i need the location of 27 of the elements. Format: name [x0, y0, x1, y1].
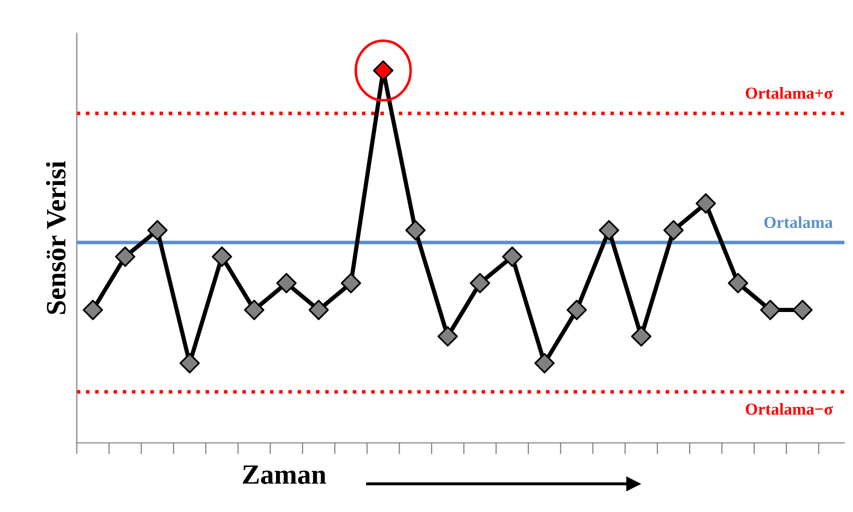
point [534, 353, 555, 374]
point [308, 300, 329, 320]
point [147, 220, 168, 240]
point [438, 326, 458, 347]
point [502, 246, 522, 267]
point [566, 300, 587, 320]
point [180, 353, 200, 374]
point [598, 220, 620, 240]
y-axis-title: Sensör Verisi [46, 161, 66, 314]
point [82, 300, 104, 320]
point [115, 246, 136, 267]
x-axis-title: Zaman [242, 465, 326, 484]
point [405, 220, 426, 240]
point [212, 246, 232, 267]
point [696, 193, 716, 214]
point [470, 272, 490, 294]
point [276, 272, 297, 294]
point [728, 272, 748, 294]
point [663, 220, 684, 240]
point [340, 272, 362, 294]
ref-line-label: Ortalama−σ [746, 403, 833, 415]
ref-line-label: Ortalama+σ [746, 87, 833, 99]
point [244, 300, 264, 320]
point [760, 300, 780, 320]
ref-line-label: Ortalama [764, 216, 833, 228]
point [792, 300, 813, 320]
point [631, 326, 652, 347]
